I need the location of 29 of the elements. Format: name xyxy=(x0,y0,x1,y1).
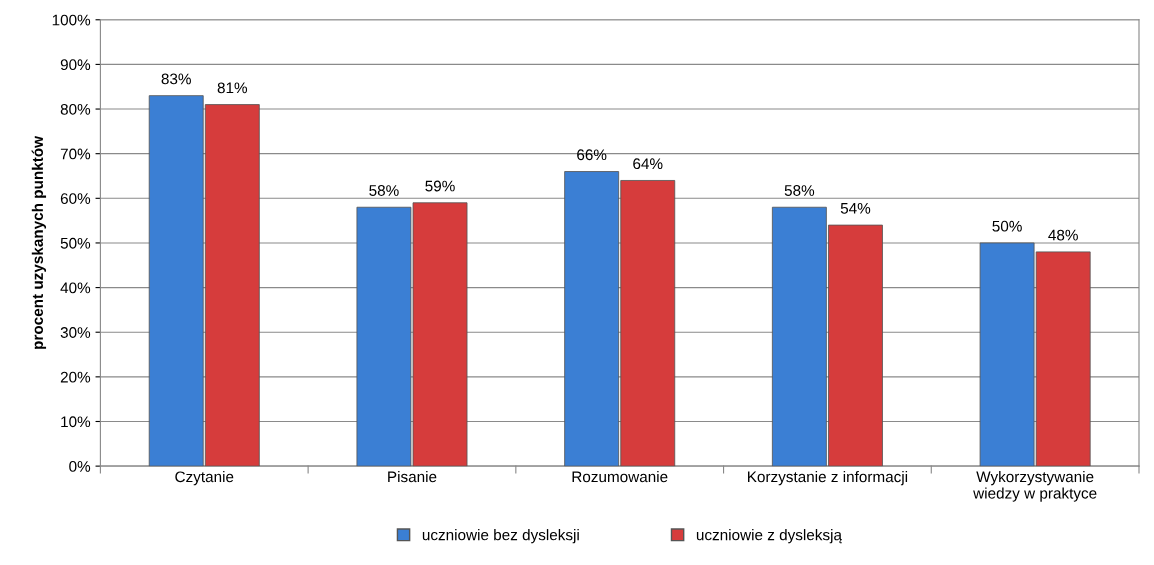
y-tick-label: 30% xyxy=(60,327,91,338)
data-label: 58% xyxy=(369,185,399,196)
y-tick-label: 10% xyxy=(61,416,91,428)
x-tick-label: Korzystanie z informacji xyxy=(748,470,908,486)
data-label: 83% xyxy=(161,73,191,85)
data-label: 50% xyxy=(992,220,1022,232)
x-tick-label: Pisanie xyxy=(388,470,437,483)
data-label: 59% xyxy=(425,180,455,192)
y-tick-label: 0% xyxy=(69,460,91,472)
legend-label: uczniowie z dysleksją xyxy=(696,529,842,544)
data-label: 66% xyxy=(577,149,607,161)
y-tick-label: 60% xyxy=(60,193,91,204)
y-tick-label: 80% xyxy=(60,103,91,115)
data-label: 48% xyxy=(1048,229,1078,241)
y-tick-label: 90% xyxy=(60,59,91,71)
y-tick-label: 70% xyxy=(60,148,91,160)
data-label: 54% xyxy=(840,202,871,214)
y-tick-label: 50% xyxy=(60,237,91,249)
y-tick-label: 100% xyxy=(52,14,91,26)
y-tick-label: 40% xyxy=(60,282,91,294)
y-axis-title: procent uzyskanych punktów xyxy=(31,135,47,349)
x-tick-label: Wykorzystywanie wiedzy w praktyce xyxy=(973,470,1097,502)
data-label: 64% xyxy=(633,158,663,170)
legend-label: uczniowie bez dysleksji xyxy=(422,529,579,544)
y-tick-label: 20% xyxy=(60,371,91,383)
data-label: 81% xyxy=(217,82,248,94)
x-tick-label: Czytanie xyxy=(175,470,234,486)
x-tick-label: Rozumowanie xyxy=(572,470,668,483)
data-label: 58% xyxy=(784,185,815,196)
